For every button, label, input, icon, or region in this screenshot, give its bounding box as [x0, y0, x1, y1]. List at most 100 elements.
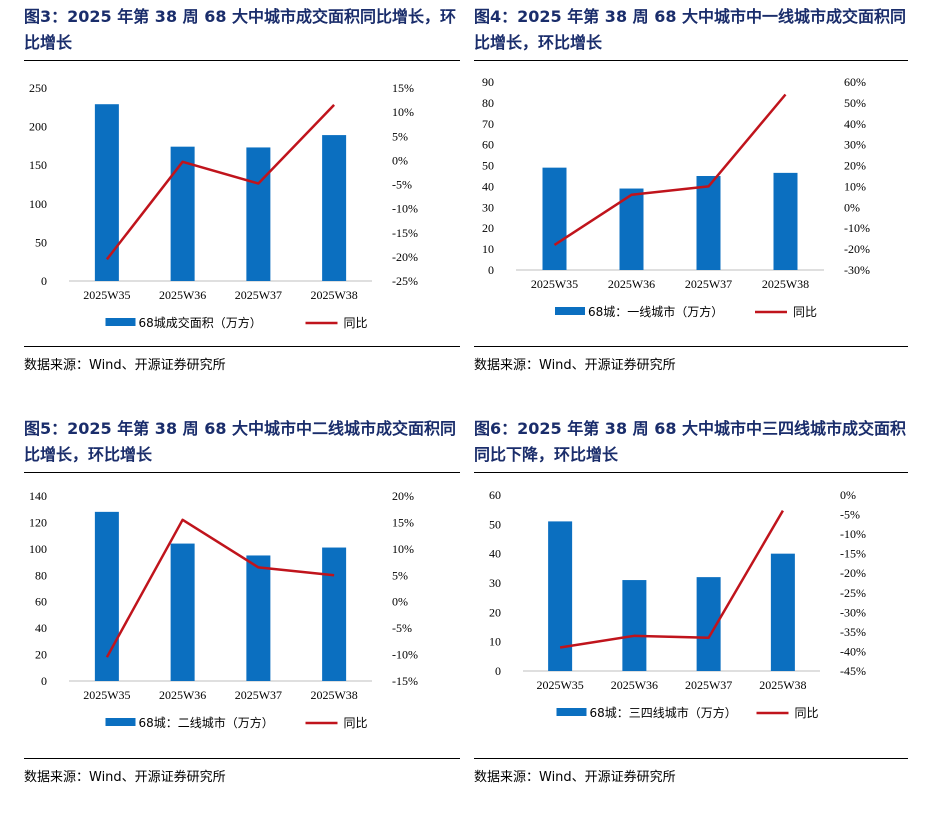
- bar: [322, 547, 347, 681]
- y-tick-label-left: 30: [482, 200, 494, 214]
- y-tick-label-right: -30%: [844, 263, 870, 277]
- y-tick-label-right: -20%: [840, 566, 866, 580]
- y-tick-label-right: -10%: [392, 648, 418, 662]
- x-tick-label: 2025W38: [310, 288, 357, 302]
- chart-svg: 0 10 20 30 40 50 60 -45% -40% -35% -30% -25% -20% -15…: [489, 488, 866, 720]
- y-tick-label-right: -5%: [392, 178, 412, 192]
- y-tick-label-right: 10%: [392, 542, 414, 556]
- x-tick-label: 2025W38: [310, 688, 357, 702]
- yoy-line: [105, 104, 336, 261]
- legend-swatch-bar: [556, 708, 587, 716]
- title-rule: [24, 60, 460, 61]
- bar: [619, 188, 644, 270]
- chart-source: 数据来源：Wind、开源证券研究所: [474, 358, 676, 373]
- legend-label-line: 同比: [795, 706, 819, 720]
- y-tick-label-right: -5%: [392, 621, 412, 635]
- y-tick-label-right: -25%: [840, 586, 866, 600]
- legend-label-line: 同比: [344, 716, 368, 730]
- bar: [773, 172, 798, 270]
- y-tick-label-left: 40: [482, 179, 494, 193]
- x-tick-label: 2025W35: [83, 688, 130, 702]
- y-tick-label-right: -10%: [840, 527, 866, 541]
- y-tick-label-right: 20%: [392, 489, 414, 503]
- y-tick-label-left: 30: [489, 576, 501, 590]
- chart-panel-fig6: 图6：2025 年第 38 周 68 大中城市中三四线城市成交面积同比下降，环比…: [474, 412, 908, 812]
- source-rule: [24, 346, 460, 347]
- legend-label-bar: 68城：二线城市（万方）: [139, 715, 274, 730]
- chart-panel-fig4: 图4：2025 年第 38 周 68 大中城市中一线城市成交面积同比增长，环比增…: [474, 0, 908, 400]
- legend-swatch-bar: [105, 718, 136, 726]
- legend-label-bar: 68城：一线城市（万方）: [588, 304, 723, 319]
- x-tick-label: 2025W35: [83, 288, 130, 302]
- y-tick-label-left: 60: [35, 595, 47, 609]
- y-tick-label-right: -10%: [392, 202, 418, 216]
- source-rule: [474, 346, 908, 347]
- y-tick-label-left: 20: [35, 648, 47, 662]
- y-tick-label-right: -5%: [840, 508, 860, 522]
- y-tick-label-right: -20%: [392, 250, 418, 264]
- bar: [770, 553, 795, 671]
- y-tick-label-left: 140: [29, 489, 47, 503]
- yoy-line: [105, 518, 335, 658]
- y-tick-label-left: 60: [482, 138, 494, 152]
- chart-title: 图3：2025 年第 38 周 68 大中城市成交面积同比增长，环比增长: [24, 7, 457, 52]
- bar: [548, 521, 573, 671]
- y-tick-label-left: 50: [482, 159, 494, 173]
- yoy-line: [559, 509, 784, 649]
- bar: [246, 555, 271, 681]
- y-tick-label-right: 15%: [392, 515, 414, 529]
- legend-label-bar: 68城：三四线城市（万方）: [590, 705, 737, 720]
- x-tick-label: 2025W36: [159, 688, 206, 702]
- y-tick-label-right: -10%: [844, 221, 870, 235]
- source-rule: [474, 758, 908, 759]
- y-tick-label-left: 80: [482, 96, 494, 110]
- y-tick-label-right: 0%: [840, 488, 856, 502]
- y-tick-label-left: 10: [482, 242, 494, 256]
- y-tick-label-left: 20: [489, 605, 501, 619]
- x-tick-label: 2025W36: [608, 277, 655, 291]
- y-tick-label-right: -20%: [844, 242, 870, 256]
- bar: [696, 176, 721, 270]
- chart-panel-fig3: 图3：2025 年第 38 周 68 大中城市成交面积同比增长，环比增长 0 50…: [24, 0, 460, 400]
- y-tick-label-right: 30%: [844, 138, 866, 152]
- y-tick-label-right: -30%: [840, 605, 866, 619]
- chart-svg: 0 20 40 60 80 100 120 140 -15% -10% -5% 0% 5% 10% 15% 2…: [29, 489, 418, 730]
- y-tick-label-right: -15%: [392, 674, 418, 688]
- y-tick-label-right: 10%: [844, 179, 866, 193]
- bar: [322, 135, 347, 281]
- y-tick-label-right: 15%: [392, 81, 414, 95]
- x-tick-label: 2025W37: [235, 288, 282, 302]
- legend-swatch-bar: [105, 318, 136, 326]
- y-tick-label-right: -45%: [840, 664, 866, 678]
- y-tick-label-left: 100: [29, 197, 47, 211]
- bar: [94, 104, 119, 281]
- y-tick-label-left: 40: [35, 621, 47, 635]
- chart-source: 数据来源：Wind、开源证券研究所: [474, 770, 676, 785]
- chart-title: 图5：2025 年第 38 周 68 大中城市中二线城市成交面积同比增长，环比增…: [24, 419, 457, 464]
- chart-source: 数据来源：Wind、开源证券研究所: [24, 770, 226, 785]
- bar: [246, 147, 271, 281]
- y-tick-label-left: 250: [29, 81, 47, 95]
- y-tick-label-left: 40: [489, 547, 501, 561]
- x-tick-label: 2025W36: [611, 678, 658, 692]
- y-tick-label-left: 70: [482, 117, 494, 131]
- title-rule: [474, 472, 908, 473]
- y-tick-label-right: 0%: [844, 200, 860, 214]
- y-tick-label-left: 120: [29, 515, 47, 529]
- source-rule: [24, 758, 460, 759]
- y-tick-label-left: 0: [488, 263, 494, 277]
- y-tick-label-left: 10: [489, 635, 501, 649]
- chart-source: 数据来源：Wind、开源证券研究所: [24, 358, 226, 373]
- y-tick-label-left: 80: [35, 568, 47, 582]
- y-tick-label-right: 10%: [392, 105, 414, 119]
- legend-label-bar: 68城成交面积（万方）: [139, 315, 262, 330]
- chart-panel-fig5: 图5：2025 年第 38 周 68 大中城市中二线城市成交面积同比增长，环比增…: [24, 412, 460, 812]
- bar: [542, 167, 567, 270]
- y-tick-label-right: -40%: [840, 644, 866, 658]
- y-tick-label-right: 60%: [844, 75, 866, 89]
- x-tick-label: 2025W37: [235, 688, 282, 702]
- y-tick-label-left: 0: [41, 274, 47, 288]
- chart-title: 图4：2025 年第 38 周 68 大中城市中一线城市成交面积同比增长，环比增…: [474, 7, 907, 52]
- y-tick-label-right: -35%: [840, 625, 866, 639]
- chart-svg: 0 50 100 150 200 250 -25% -20% -15% -10% -5% 0% 5% 10…: [29, 81, 418, 330]
